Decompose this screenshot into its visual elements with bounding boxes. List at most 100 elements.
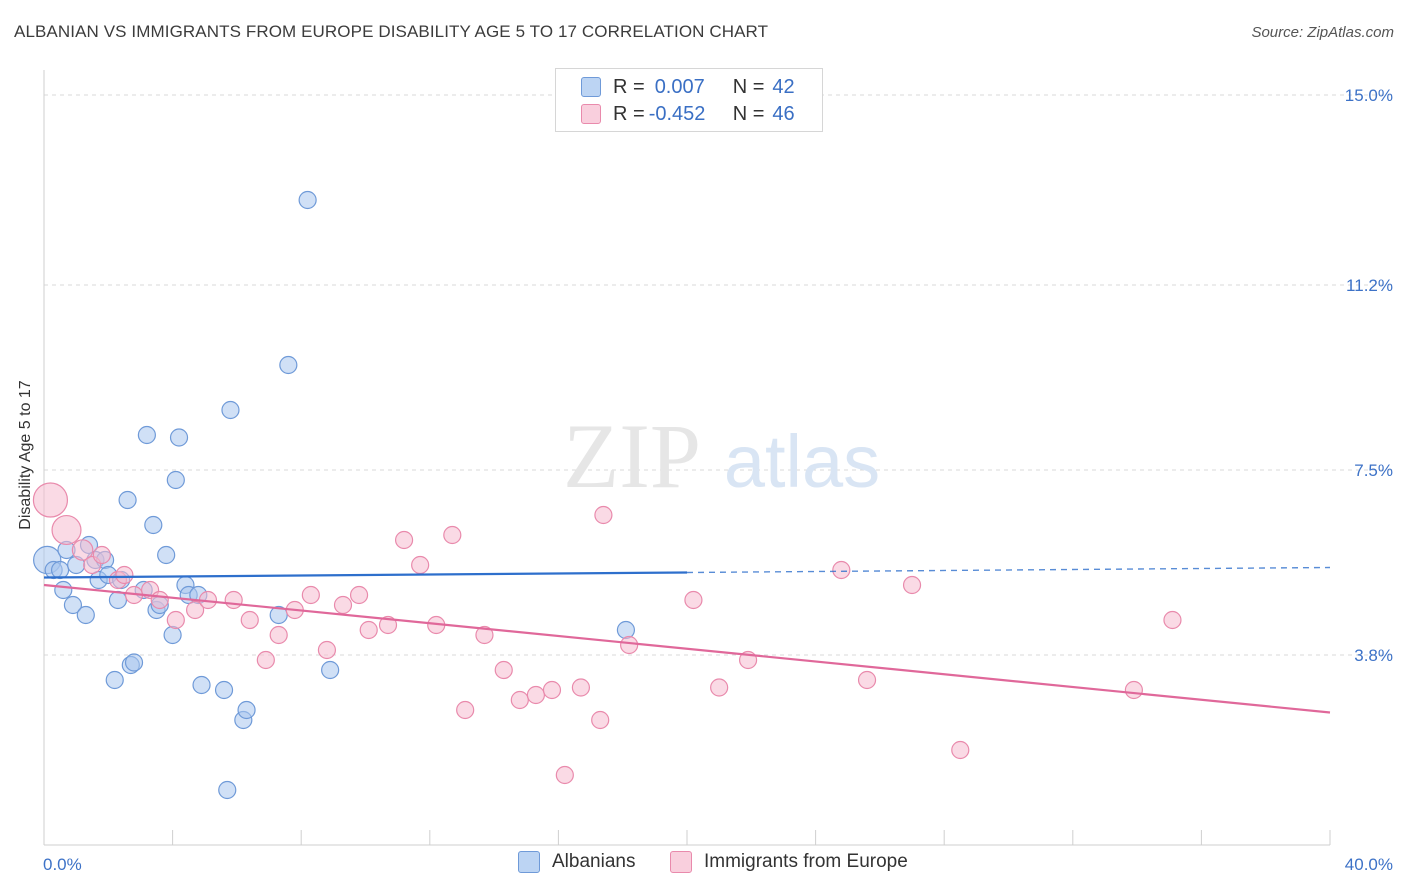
immigrants-point <box>510 690 529 710</box>
legend-swatch-blue <box>581 77 601 97</box>
legend-row-immigrants: R = -0.452 N = 46 <box>581 102 795 126</box>
series-immigrants-from-europe <box>32 482 1182 785</box>
series-albanians <box>33 190 636 800</box>
albanians-point <box>50 560 70 580</box>
immigrants-point <box>443 525 462 545</box>
albanians-point <box>118 490 137 510</box>
immigrants-point <box>115 565 134 585</box>
albanians-point <box>237 700 256 720</box>
immigrants-point <box>494 660 513 680</box>
source-label: Source: ZipAtlas.com <box>1251 24 1394 41</box>
immigrants-point <box>542 680 562 700</box>
albanians-point <box>321 660 340 680</box>
albanians-point <box>124 653 144 672</box>
immigrants-point <box>526 685 545 705</box>
immigrants-point <box>51 514 82 546</box>
immigrants-point <box>333 595 353 615</box>
legend-r-value: 0.007 <box>654 75 705 98</box>
legend-n-label: N = <box>732 102 765 125</box>
immigrants-point <box>456 700 475 720</box>
immigrants-point <box>256 650 275 670</box>
immigrants-point <box>710 678 729 697</box>
immigrants-point <box>555 765 574 785</box>
albanians-point <box>76 605 95 625</box>
immigrants-point <box>411 555 430 575</box>
albanians-point <box>218 780 237 800</box>
immigrants-point <box>301 585 320 605</box>
axes <box>43 70 1331 846</box>
legend-r-label: R = <box>613 102 645 125</box>
albanians-point <box>144 515 163 535</box>
albanians-point <box>108 590 128 610</box>
immigrants-point <box>684 590 703 610</box>
chart-title: ALBANIAN VS IMMIGRANTS FROM EUROPE DISAB… <box>14 22 769 41</box>
immigrants-point <box>224 590 243 610</box>
albanians-point <box>163 625 182 645</box>
immigrants-point <box>857 670 877 690</box>
legend-r-value: -0.452 <box>648 102 706 125</box>
x-tick-label-max: 40.0% <box>1345 855 1393 874</box>
albanians-point <box>169 428 189 447</box>
immigrants-trend-line <box>43 583 1331 714</box>
albanians-trend-extension <box>686 566 1331 574</box>
albanians-point <box>166 470 185 490</box>
immigrants-point <box>150 590 169 610</box>
legend-swatch-immigrants <box>670 851 692 873</box>
immigrants-point <box>32 482 69 518</box>
legend-swatch-pink <box>581 104 601 124</box>
albanians-point <box>137 425 156 445</box>
legend-r-label: R = <box>613 75 645 98</box>
immigrants-point <box>349 585 369 605</box>
immigrants-point <box>951 740 970 760</box>
legend-item-albanians[interactable]: Albanians <box>518 851 635 873</box>
legend-item-immigrants[interactable]: Immigrants from Europe <box>670 851 908 873</box>
albanians-point <box>214 680 234 700</box>
legend-row-albanians: R = 0.007 N = 42 <box>581 75 795 99</box>
immigrants-point <box>92 545 111 565</box>
immigrants-point <box>166 610 185 630</box>
albanians-point <box>616 620 636 640</box>
immigrants-point <box>1163 610 1182 630</box>
immigrants-point <box>620 635 639 655</box>
tick-labels: 3.8% 7.5% 11.2% 15.0% 0.0% 40.0% <box>43 86 1393 874</box>
y-tick-label: 7.5% <box>1354 461 1393 480</box>
albanians-point <box>221 400 240 420</box>
correlation-legend: R = 0.007 N = 42 R = -0.452 N = 46 <box>555 68 823 132</box>
y-tick-label: 15.0% <box>1345 86 1393 105</box>
albanians-point <box>298 190 317 210</box>
immigrants-point <box>240 610 259 630</box>
immigrants-point <box>475 625 494 645</box>
immigrants-point <box>591 710 610 730</box>
immigrants-point <box>902 575 922 595</box>
x-tick-label-min: 0.0% <box>43 855 82 874</box>
watermark-zip: ZIP <box>563 405 701 507</box>
immigrants-point <box>571 678 591 697</box>
legend-n-value: 46 <box>772 102 795 125</box>
immigrants-point <box>269 625 288 645</box>
immigrants-point <box>317 640 337 660</box>
gridlines <box>44 94 1392 656</box>
immigrants-point <box>394 530 414 550</box>
legend-n-label: N = <box>732 75 765 98</box>
albanians-trend-line <box>43 571 688 579</box>
immigrants-point <box>71 539 94 561</box>
watermark: ZIP atlas <box>563 405 880 507</box>
albanians-point <box>192 675 211 695</box>
watermark-atlas: atlas <box>724 420 880 503</box>
albanians-point <box>54 580 73 600</box>
trend-lines <box>43 566 1331 714</box>
immigrants-point <box>359 620 378 640</box>
albanians-point <box>105 670 124 690</box>
immigrants-point <box>594 505 613 525</box>
legend-label-albanians: Albanians <box>552 851 636 872</box>
immigrants-point <box>378 615 398 635</box>
legend-label-immigrants: Immigrants from Europe <box>704 851 908 872</box>
legend-swatch-albanians <box>518 851 540 873</box>
legend-n-value: 42 <box>772 75 795 98</box>
series-legend: Albanians Immigrants from Europe <box>0 851 1406 877</box>
immigrants-point <box>186 600 205 620</box>
y-tick-label: 11.2% <box>1346 276 1393 295</box>
albanians-point <box>279 355 298 375</box>
y-tick-label: 3.8% <box>1354 646 1393 665</box>
